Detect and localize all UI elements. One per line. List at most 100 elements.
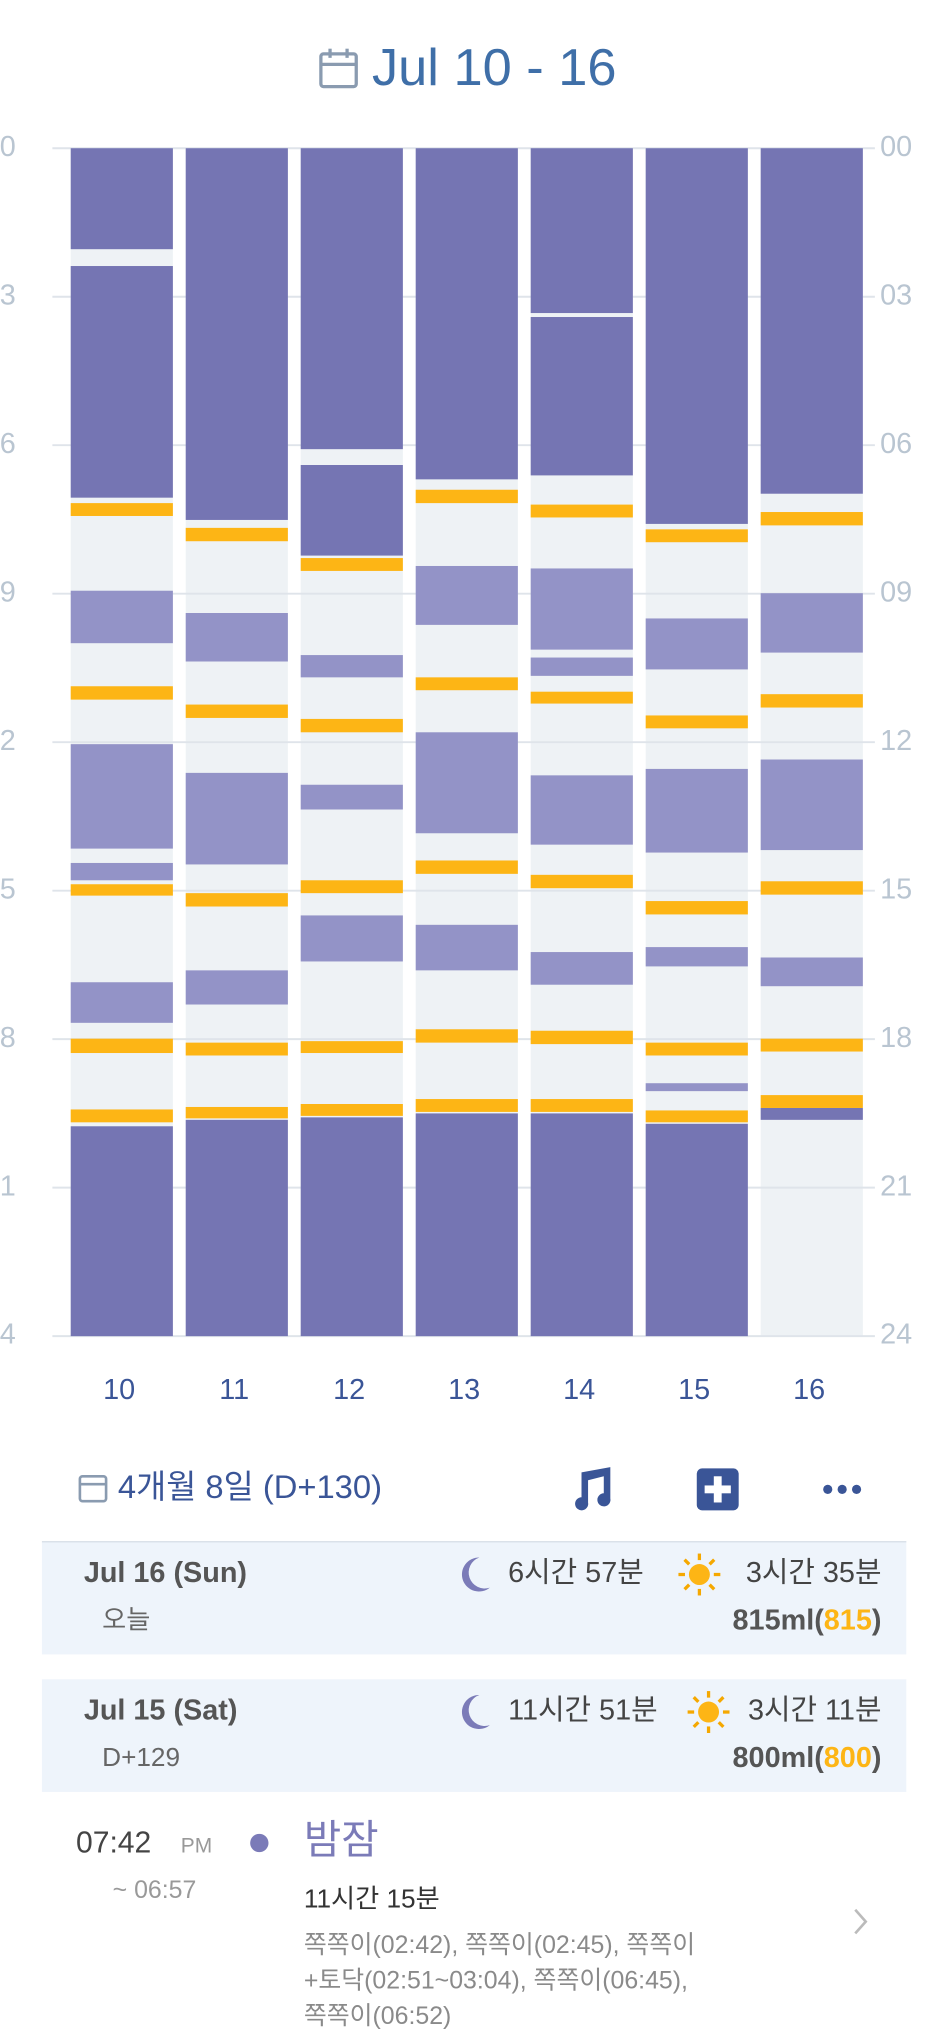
entry-kind: 밤잠 — [304, 1817, 379, 1863]
night-segment — [760, 148, 863, 494]
night-segment — [530, 1113, 633, 1337]
nap-segment — [645, 768, 748, 853]
feed-segment — [760, 1038, 863, 1052]
sun-ray — [692, 1721, 700, 1729]
feed-segment — [300, 880, 403, 894]
night-segment — [415, 148, 518, 480]
night-segment — [415, 1113, 518, 1337]
nap-segment — [415, 924, 518, 971]
entry-note: +토닥(02:51~03:04), 쪽쪽이(06:45), — [304, 1966, 688, 1994]
night-segment — [70, 148, 173, 250]
feed-segment — [530, 1099, 633, 1112]
feed-segment — [645, 529, 748, 543]
nap-segment — [300, 784, 403, 810]
day-label: 13 — [448, 1374, 480, 1406]
sun-ray — [717, 1721, 725, 1729]
sun-core — [698, 1701, 720, 1723]
add-button[interactable] — [696, 1468, 739, 1511]
y-tick-label: 06 — [880, 428, 912, 460]
night-segment — [760, 1107, 863, 1120]
entry-time: 07:42 — [76, 1826, 151, 1859]
y-tick-label: 06 — [0, 428, 16, 460]
card-date: Jul 16 (Sun) — [84, 1557, 247, 1589]
night-segment — [300, 148, 403, 450]
night-segment — [645, 148, 748, 524]
card-sub: 오늘 — [102, 1605, 150, 1635]
feed-segment — [645, 901, 748, 915]
y-tick-label: 24 — [880, 1319, 912, 1351]
nap-segment — [70, 982, 173, 1023]
card-sub: D+129 — [102, 1742, 180, 1772]
nap-segment — [185, 970, 288, 1005]
feed-segment — [760, 1095, 863, 1108]
feed-segment — [645, 1042, 748, 1056]
y-tick-label: 09 — [880, 576, 912, 608]
night-segment — [185, 1119, 288, 1337]
day-sleep: 3시간 11분 — [748, 1695, 881, 1727]
feed-segment — [185, 704, 288, 718]
nap-segment — [530, 568, 633, 650]
y-tick-label: 15 — [880, 873, 912, 905]
moon-icon — [461, 1695, 490, 1730]
nap-segment — [530, 657, 633, 676]
day-label: 16 — [793, 1374, 825, 1406]
night-segment — [300, 465, 403, 556]
calendar-icon — [78, 1474, 108, 1503]
night-segment — [70, 1126, 173, 1337]
day-label: 11 — [219, 1374, 249, 1406]
amount-part: 800 — [824, 1742, 872, 1774]
feed-segment — [185, 1042, 288, 1056]
sun-ray — [683, 1558, 691, 1566]
sun-ray — [717, 1696, 725, 1704]
chevron[interactable] — [854, 1908, 868, 1935]
nap-segment — [415, 732, 518, 834]
entry-ampm: PM — [181, 1834, 212, 1857]
feed-segment — [300, 1041, 403, 1054]
night-segment — [185, 148, 288, 520]
night-sleep: 11시간 51분 — [508, 1695, 657, 1727]
y-tick-label: 18 — [0, 1022, 16, 1054]
nap-segment — [300, 655, 403, 678]
feed-segment — [300, 558, 403, 571]
feed-segment — [300, 718, 403, 733]
day-label: 15 — [678, 1374, 710, 1406]
sun-icon — [687, 1691, 730, 1733]
y-tick-label: 18 — [880, 1022, 912, 1054]
sun-ray — [708, 1583, 716, 1591]
feed-segment — [185, 1106, 288, 1119]
nap-segment — [530, 952, 633, 985]
day-sleep: 3시간 35분 — [746, 1557, 882, 1589]
feed-segment — [760, 512, 863, 526]
feed-segment — [645, 1110, 748, 1123]
y-tick-label: 03 — [880, 279, 912, 311]
amount: 800ml(800) — [733, 1742, 882, 1774]
day-card — [41, 1679, 907, 1792]
nap-segment — [70, 744, 173, 849]
day-label: 12 — [333, 1374, 365, 1406]
age: 4개월 8일 (D+130) — [118, 1468, 382, 1505]
night-segment — [530, 317, 633, 476]
feed-segment — [415, 1029, 518, 1043]
night-segment — [645, 1123, 748, 1337]
entry-duration: 11시간 15분 — [304, 1884, 440, 1914]
feed-segment — [185, 527, 288, 542]
feed-segment — [530, 1030, 633, 1045]
sun-ray — [683, 1583, 691, 1591]
nap-segment — [645, 947, 748, 967]
sun-icon — [678, 1553, 721, 1596]
y-tick-label: 21 — [0, 1170, 16, 1202]
amount-part: ) — [872, 1742, 882, 1774]
night-sleep: 6시간 57분 — [508, 1557, 644, 1589]
nap-segment — [185, 772, 288, 865]
feed-segment — [70, 884, 173, 896]
day-label: 14 — [563, 1374, 595, 1406]
amount: 815ml(815) — [733, 1604, 882, 1636]
feed-segment — [185, 893, 288, 907]
y-tick-label: 24 — [0, 1319, 16, 1351]
sun-ray — [708, 1558, 716, 1566]
entry-note: 쪽쪽이(06:52) — [304, 2002, 451, 2030]
music-button[interactable] — [575, 1467, 611, 1511]
more-button[interactable] — [823, 1484, 862, 1494]
day-label: 10 — [103, 1374, 135, 1406]
